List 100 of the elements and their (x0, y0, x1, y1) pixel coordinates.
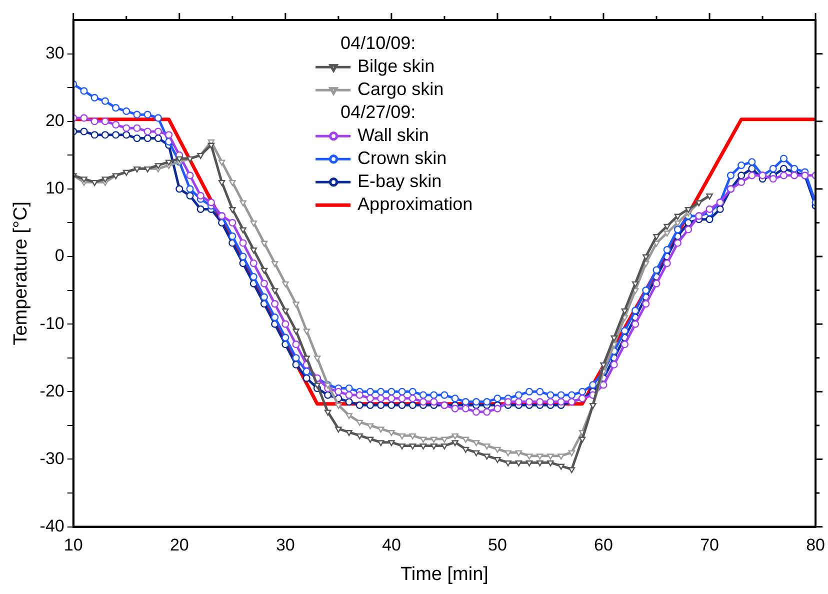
point (472, 440, 480, 446)
y-tick-label: -30 (40, 448, 64, 468)
point (526, 454, 533, 460)
point (218, 180, 226, 186)
point (462, 436, 470, 443)
point (452, 433, 458, 440)
point (684, 207, 692, 214)
point (674, 214, 682, 220)
y-tick-label: -40 (40, 516, 64, 536)
point (664, 230, 670, 237)
point (388, 430, 395, 436)
x-tick-label: 50 (488, 536, 507, 555)
y-tick-label: -10 (40, 314, 64, 333)
point (547, 454, 554, 460)
point (388, 440, 395, 446)
legend-label: E-bay skin (358, 171, 442, 192)
point (250, 248, 257, 254)
point (441, 436, 448, 443)
point (526, 460, 533, 466)
point (462, 446, 470, 453)
point (398, 444, 406, 450)
point (366, 436, 374, 443)
point (366, 423, 374, 430)
point (314, 382, 321, 389)
x-tick-label: 30 (276, 536, 295, 555)
point (409, 433, 416, 440)
point (536, 460, 544, 466)
point (356, 433, 364, 440)
point (356, 420, 364, 426)
point (483, 444, 490, 450)
x-tick-label: 70 (700, 536, 719, 555)
point (229, 207, 236, 214)
point (547, 460, 554, 466)
y-tick-label: 20 (45, 111, 64, 130)
legend-label: Crown skin (358, 148, 447, 168)
point (610, 335, 618, 342)
point (664, 224, 670, 230)
annotation: 04/27/09: (340, 102, 416, 122)
point (271, 288, 278, 294)
point (282, 281, 289, 288)
point (240, 227, 246, 234)
point (504, 460, 512, 466)
point (494, 446, 501, 453)
point (229, 180, 236, 186)
point (208, 142, 215, 149)
legend-label: Cargo skin (358, 79, 444, 100)
point (483, 454, 490, 460)
point (494, 457, 501, 464)
point (218, 160, 226, 166)
point (282, 308, 289, 314)
point (452, 440, 458, 446)
x-tick-label: 10 (64, 536, 83, 555)
legend-label: Wall skin (358, 125, 429, 146)
point (346, 413, 352, 420)
point (292, 328, 300, 335)
annotation: 04/10/09: (340, 33, 416, 54)
point (240, 200, 246, 206)
point (314, 356, 321, 362)
legend-label: Bilge skin (358, 56, 435, 76)
point (346, 430, 352, 436)
x-tick-label: 20 (170, 536, 189, 555)
point (292, 302, 300, 308)
y-tick-label: 0 (54, 246, 64, 266)
point (430, 444, 438, 450)
y-tick-label: 10 (45, 178, 64, 198)
point (398, 433, 406, 440)
point (377, 440, 384, 446)
point (324, 410, 332, 416)
point (632, 281, 639, 288)
point (642, 254, 650, 260)
point (377, 426, 384, 433)
point (335, 426, 342, 433)
point (568, 450, 576, 456)
point (504, 450, 512, 456)
point (154, 163, 162, 170)
point (80, 176, 88, 183)
point (515, 450, 522, 456)
point (536, 454, 544, 460)
point (420, 444, 427, 450)
point (303, 356, 310, 362)
point (102, 176, 109, 183)
point (472, 450, 480, 456)
point (674, 220, 682, 227)
point (335, 402, 342, 409)
y-axis-title: Temperature [°C] (10, 201, 32, 346)
point (568, 467, 576, 474)
point (600, 362, 607, 368)
point (420, 436, 427, 443)
point (260, 268, 268, 274)
point (558, 464, 564, 470)
point (558, 454, 564, 460)
point (409, 444, 416, 450)
point (271, 261, 278, 268)
y-tick-label: -20 (40, 381, 64, 400)
x-axis-title: Time [min] (400, 564, 488, 585)
legend-label: Approximation (358, 194, 473, 214)
point (653, 234, 660, 240)
point (250, 220, 257, 227)
point (176, 156, 183, 162)
x-tick-label: 60 (594, 536, 613, 555)
